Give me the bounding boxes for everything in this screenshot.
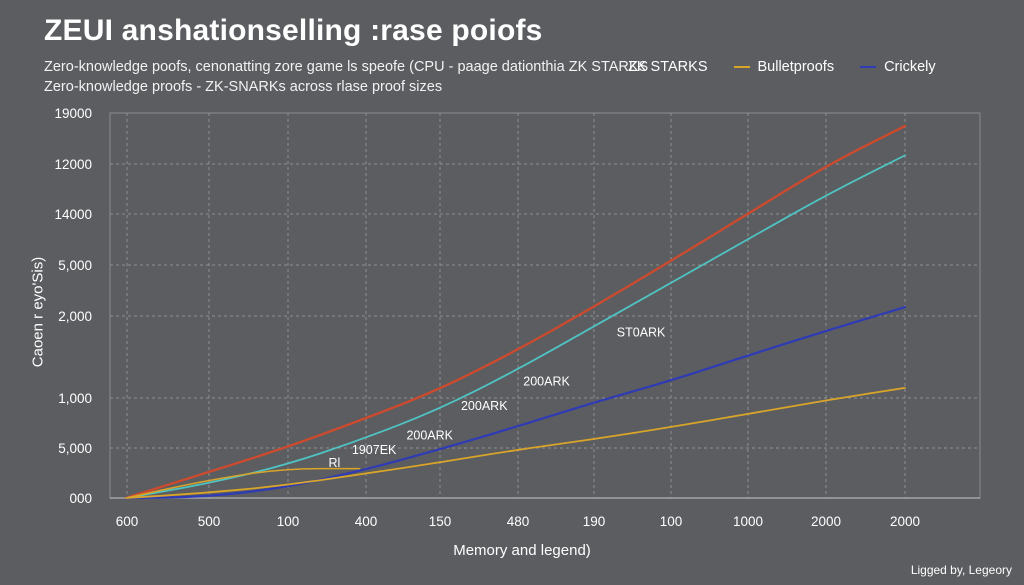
annotation-label: Rl	[329, 456, 341, 470]
legend: ZK STARKS Bulletproofs Crickely	[628, 59, 962, 75]
x-tick-label: 100	[660, 514, 683, 529]
x-tick-label: 480	[507, 514, 530, 529]
y-tick-label: 14000	[54, 207, 92, 222]
series-line-4	[125, 467, 361, 499]
plot-area-frame	[109, 112, 981, 499]
chart-subtitle-1: Zero-knowledge poofs, cenonatting zore g…	[44, 59, 649, 75]
x-tick-label: 600	[116, 514, 139, 529]
chart-title: ZEUI anshationselling :rase poiofs	[44, 14, 543, 47]
x-tick-label: 100	[277, 514, 300, 529]
x-axis-label: Memory and legend)	[453, 542, 591, 559]
y-tick-label: 12000	[54, 157, 92, 172]
series-line-0	[124, 124, 907, 500]
chart-subtitle-2: Zero-knowledge proofs - ZK-SNARKs across…	[44, 79, 443, 95]
x-tick-label: 190	[583, 514, 606, 529]
x-tick-label: 150	[429, 514, 452, 529]
y-tick-label: 5,000	[58, 441, 92, 456]
y-tick-label: 19000	[54, 106, 92, 121]
legend-label-bulletproofs: Bulletproofs	[757, 59, 835, 75]
annotation-label: 200ARK	[523, 374, 570, 388]
series-line-3	[125, 386, 906, 499]
legend-swatch-crickely	[860, 66, 877, 68]
annotation-label: ST0ARK	[617, 325, 666, 339]
x-tick-label: 500	[198, 514, 221, 529]
legend-label-zk-starks: ZK STARKS	[628, 59, 708, 75]
x-tick-label: 1000	[733, 514, 763, 529]
annotation-label: 200ARK	[406, 428, 453, 442]
footer-credit: Ligged by, Legeory	[910, 563, 1012, 577]
y-tick-label: 000	[69, 491, 92, 506]
series-line-1	[125, 154, 906, 499]
legend-swatch-bulletproofs	[733, 66, 750, 68]
legend-label-crickely: Crickely	[884, 59, 936, 75]
x-tick-label: 400	[355, 514, 378, 529]
legend-item-crickely: Crickely	[860, 59, 936, 75]
y-tick-label: 1,000	[58, 391, 92, 406]
legend-item-bulletproofs: Bulletproofs	[733, 59, 835, 75]
x-tick-label: 2000	[811, 514, 841, 529]
series-line-2	[124, 306, 907, 500]
y-tick-label: 2,000	[58, 309, 92, 324]
annotation-label: 200ARK	[461, 399, 508, 413]
x-tick-label: 2000	[890, 514, 920, 529]
y-tick-label: 5,000	[58, 258, 92, 273]
annotation-label: 1907EK	[352, 443, 397, 457]
